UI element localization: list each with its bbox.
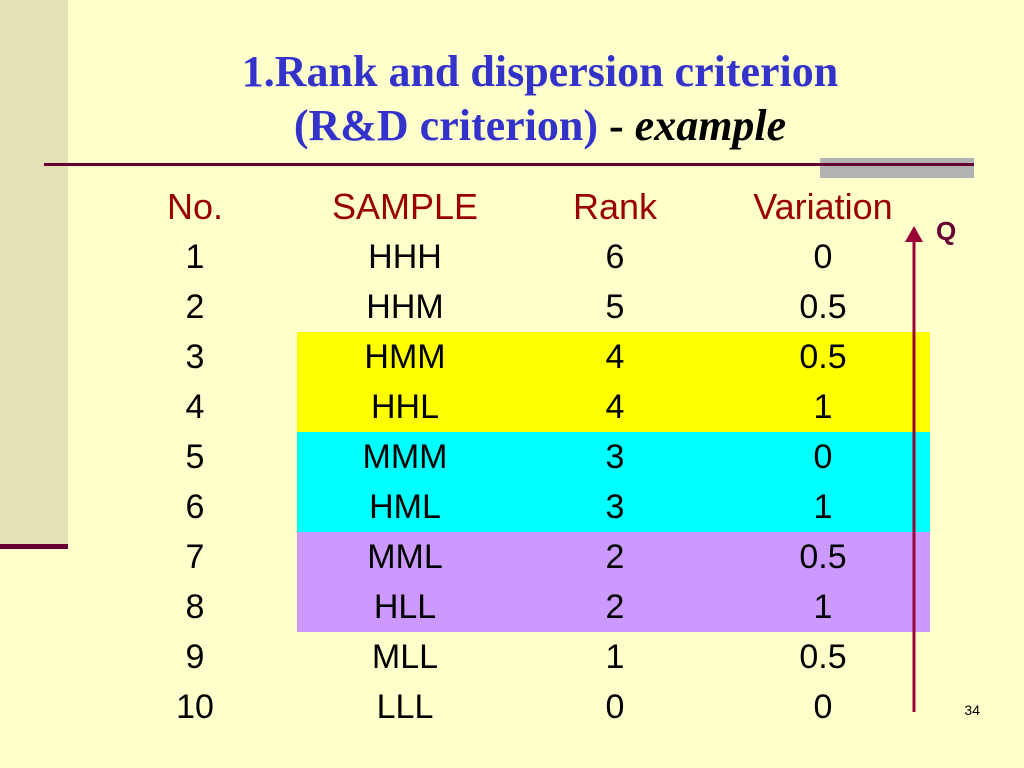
cell-rank: 4 [605, 338, 625, 376]
title-line-2: (R&D criterion) - example [110, 99, 970, 153]
cell-variation: 1 [813, 588, 833, 626]
cell-rank: 6 [605, 238, 625, 276]
cell-sample: HML [369, 488, 441, 526]
cell-variation: 1 [813, 388, 833, 426]
header-no: No. [166, 186, 224, 227]
q-arrow-icon [905, 226, 923, 712]
header-rank: Rank [572, 186, 658, 227]
cell-no: 8 [185, 588, 205, 626]
cell-no: 5 [185, 438, 205, 476]
title-rule-accent [820, 158, 974, 178]
left-bar-underline [0, 544, 68, 549]
cell-no: 6 [185, 488, 205, 526]
table-header: No. SAMPLE Rank Variation [0, 184, 1024, 230]
highlight-band-yellow [297, 332, 930, 432]
cell-sample: HHH [368, 238, 442, 276]
table-row: 2 HHM 5 0.5 [0, 282, 1024, 332]
table-row: 5 MMM 3 0 [0, 432, 1024, 482]
cell-rank: 1 [605, 638, 625, 676]
cell-rank: 3 [605, 488, 625, 526]
title-dash: - [598, 101, 635, 150]
highlight-band-cyan [297, 432, 930, 532]
cell-rank: 2 [605, 538, 625, 576]
cell-variation: 0.5 [799, 288, 847, 326]
cell-sample: MLL [371, 638, 439, 676]
cell-no: 2 [185, 288, 205, 326]
table-row: 10 LLL 0 0 [0, 682, 1024, 732]
cell-sample: MMM [362, 438, 448, 476]
cell-rank: 0 [605, 688, 625, 726]
cell-variation: 0 [813, 438, 833, 476]
cell-variation: 0.5 [799, 338, 847, 376]
table-row: 6 HML 3 1 [0, 482, 1024, 532]
left-decorative-bar [0, 0, 68, 545]
cell-variation: 1 [813, 488, 833, 526]
table-row: 7 MML 2 0.5 [0, 532, 1024, 582]
cell-variation: 0.5 [799, 538, 847, 576]
cell-no: 10 [176, 688, 214, 726]
cell-sample: LLL [376, 688, 434, 726]
slide-title: 1.Rank and dispersion criterion (R&D cri… [110, 45, 970, 153]
cell-sample: HLL [373, 588, 437, 626]
table-row: 4 HHL 4 1 [0, 382, 1024, 432]
cell-sample: HHM [366, 288, 444, 326]
cell-sample: HMM [364, 338, 446, 376]
cell-variation: 0.5 [799, 638, 847, 676]
cell-variation: 0 [813, 238, 833, 276]
cell-sample: MML [367, 538, 443, 576]
highlight-band-purple [297, 532, 930, 632]
title-rule [44, 163, 974, 166]
cell-no: 1 [185, 238, 205, 276]
table-row: 3 HMM 4 0.5 [0, 332, 1024, 382]
title-criterion: (R&D criterion) [293, 101, 599, 150]
cell-sample: HHL [370, 388, 440, 426]
table-row: 8 HLL 2 1 [0, 582, 1024, 632]
cell-no: 4 [185, 388, 205, 426]
header-sample: SAMPLE [331, 186, 479, 227]
cell-no: 7 [185, 538, 205, 576]
table-row: 1 HHH 6 0 [0, 232, 1024, 282]
title-line-1: 1.Rank and dispersion criterion [241, 47, 839, 96]
cell-rank: 5 [605, 288, 625, 326]
slide-number: 34 [964, 702, 980, 718]
cell-rank: 3 [605, 438, 625, 476]
cell-rank: 4 [605, 388, 625, 426]
q-axis-label: Q [936, 216, 957, 246]
title-example: example [634, 101, 787, 150]
cell-no: 9 [185, 638, 205, 676]
cell-rank: 2 [605, 588, 625, 626]
cell-variation: 0 [813, 688, 833, 726]
table-row: 9 MLL 1 0.5 [0, 632, 1024, 682]
cell-no: 3 [185, 338, 205, 376]
header-variation: Variation [753, 186, 893, 227]
